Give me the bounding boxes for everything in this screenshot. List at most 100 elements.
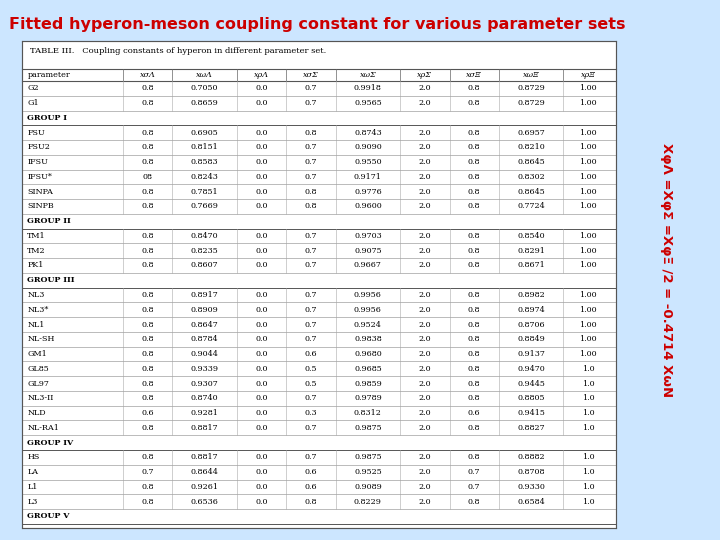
Text: 0.8: 0.8 — [468, 173, 480, 181]
Text: 0.6957: 0.6957 — [517, 129, 545, 137]
Text: Fitted hyperon-meson coupling constant for various parameter sets: Fitted hyperon-meson coupling constant f… — [9, 17, 625, 32]
Text: 0.8: 0.8 — [142, 350, 154, 358]
Text: xσΣ: xσΣ — [303, 71, 319, 79]
Text: 0.8: 0.8 — [305, 129, 318, 137]
Text: 0.7: 0.7 — [305, 335, 318, 343]
Text: 1.0: 1.0 — [582, 394, 595, 402]
Text: 2.0: 2.0 — [418, 380, 431, 388]
Text: 0.9875: 0.9875 — [354, 454, 382, 461]
Text: xωΣ: xωΣ — [359, 71, 377, 79]
Text: 0.8: 0.8 — [142, 394, 154, 402]
Text: 0.8: 0.8 — [468, 394, 480, 402]
Text: 0.0: 0.0 — [256, 84, 268, 92]
Text: 0.8210: 0.8210 — [517, 144, 545, 151]
Text: 2.0: 2.0 — [418, 173, 431, 181]
Text: 0.8: 0.8 — [468, 84, 480, 92]
Text: 0.0: 0.0 — [256, 261, 268, 269]
Text: 0.8583: 0.8583 — [191, 158, 219, 166]
Text: NL-RA1: NL-RA1 — [27, 424, 59, 432]
Text: 0.0: 0.0 — [256, 321, 268, 328]
Text: 0.0: 0.0 — [256, 454, 268, 461]
Text: 0.6: 0.6 — [305, 468, 318, 476]
Text: 0.0: 0.0 — [256, 498, 268, 505]
Text: 2.0: 2.0 — [418, 365, 431, 373]
Text: 0.9956: 0.9956 — [354, 291, 382, 299]
Text: 0.8: 0.8 — [468, 306, 480, 314]
Text: 0.9776: 0.9776 — [354, 188, 382, 195]
Text: 0.8: 0.8 — [468, 144, 480, 151]
Text: 1.0: 1.0 — [582, 454, 595, 461]
Text: 0.0: 0.0 — [256, 409, 268, 417]
Text: 0.9339: 0.9339 — [191, 365, 219, 373]
Text: GROUP II: GROUP II — [27, 217, 71, 225]
Text: 0.5: 0.5 — [305, 365, 318, 373]
Text: 1.0: 1.0 — [582, 498, 595, 505]
Text: 0.8: 0.8 — [468, 498, 480, 505]
Text: XφΛ =XφΣ =XφΞ /2 = -0.4714 XωN: XφΛ =XφΣ =XφΞ /2 = -0.4714 XωN — [660, 143, 672, 397]
Text: 0.8: 0.8 — [142, 188, 154, 195]
Text: 0.8: 0.8 — [142, 306, 154, 314]
Text: 0.8302: 0.8302 — [517, 173, 545, 181]
Text: FSU: FSU — [27, 129, 45, 137]
Text: GL97: GL97 — [27, 380, 49, 388]
Text: 0.8540: 0.8540 — [517, 232, 545, 240]
Text: 0.9550: 0.9550 — [354, 158, 382, 166]
Text: 0.7: 0.7 — [305, 173, 318, 181]
Text: 1.00: 1.00 — [579, 84, 597, 92]
Text: 0.0: 0.0 — [256, 232, 268, 240]
Text: 0.0: 0.0 — [256, 380, 268, 388]
Text: 0.9137: 0.9137 — [517, 350, 545, 358]
Text: 1.00: 1.00 — [579, 144, 597, 151]
Text: 0.8817: 0.8817 — [191, 454, 219, 461]
Text: 0.0: 0.0 — [256, 173, 268, 181]
Text: 2.0: 2.0 — [418, 291, 431, 299]
Text: 0.8235: 0.8235 — [191, 247, 219, 255]
Text: 0.8: 0.8 — [142, 232, 154, 240]
Text: 0.0: 0.0 — [256, 350, 268, 358]
Text: xρΛ: xρΛ — [254, 71, 269, 79]
Text: 0.9600: 0.9600 — [354, 202, 382, 211]
Text: 1.0: 1.0 — [582, 409, 595, 417]
Text: 0.7: 0.7 — [305, 247, 318, 255]
Text: 0.8: 0.8 — [468, 99, 480, 107]
Text: 0.8: 0.8 — [142, 380, 154, 388]
Text: 0.8: 0.8 — [142, 335, 154, 343]
Text: 0.0: 0.0 — [256, 291, 268, 299]
Text: 1.00: 1.00 — [579, 321, 597, 328]
Text: 0.8: 0.8 — [142, 84, 154, 92]
Text: 0.7: 0.7 — [468, 468, 480, 476]
Text: 0.9470: 0.9470 — [517, 365, 545, 373]
FancyBboxPatch shape — [22, 40, 616, 528]
Text: 1.00: 1.00 — [579, 158, 597, 166]
Text: 0.9044: 0.9044 — [191, 350, 219, 358]
Text: 0.0: 0.0 — [256, 247, 268, 255]
Text: 0.8243: 0.8243 — [191, 173, 219, 181]
Text: LA: LA — [27, 468, 38, 476]
Text: GROUP III: GROUP III — [27, 276, 75, 284]
Text: GROUP I: GROUP I — [27, 114, 68, 122]
Text: 0.7: 0.7 — [305, 158, 318, 166]
Text: 0.0: 0.0 — [256, 129, 268, 137]
Text: 2.0: 2.0 — [418, 409, 431, 417]
Text: 0.8: 0.8 — [305, 188, 318, 195]
Text: 0.7: 0.7 — [305, 84, 318, 92]
Text: 0.9859: 0.9859 — [354, 380, 382, 388]
Text: 0.8671: 0.8671 — [517, 261, 545, 269]
Text: 0.8706: 0.8706 — [517, 321, 545, 328]
Text: 0.9281: 0.9281 — [191, 409, 219, 417]
Text: 2.0: 2.0 — [418, 261, 431, 269]
Text: 0.0: 0.0 — [256, 468, 268, 476]
Text: NL3-II: NL3-II — [27, 394, 54, 402]
Text: 0.9789: 0.9789 — [354, 394, 382, 402]
Text: 08: 08 — [143, 173, 153, 181]
Text: 0.6584: 0.6584 — [517, 498, 545, 505]
Text: 0.8849: 0.8849 — [517, 335, 545, 343]
Text: 0.8647: 0.8647 — [191, 321, 219, 328]
Text: NL3: NL3 — [27, 291, 45, 299]
Text: 0.8: 0.8 — [142, 99, 154, 107]
Text: 0.0: 0.0 — [256, 144, 268, 151]
Text: TABLE III.   Coupling constants of hyperon in different parameter set.: TABLE III. Coupling constants of hyperon… — [30, 47, 326, 55]
Text: 0.8729: 0.8729 — [517, 84, 545, 92]
Text: 0.8: 0.8 — [142, 498, 154, 505]
Text: 0.0: 0.0 — [256, 483, 268, 491]
